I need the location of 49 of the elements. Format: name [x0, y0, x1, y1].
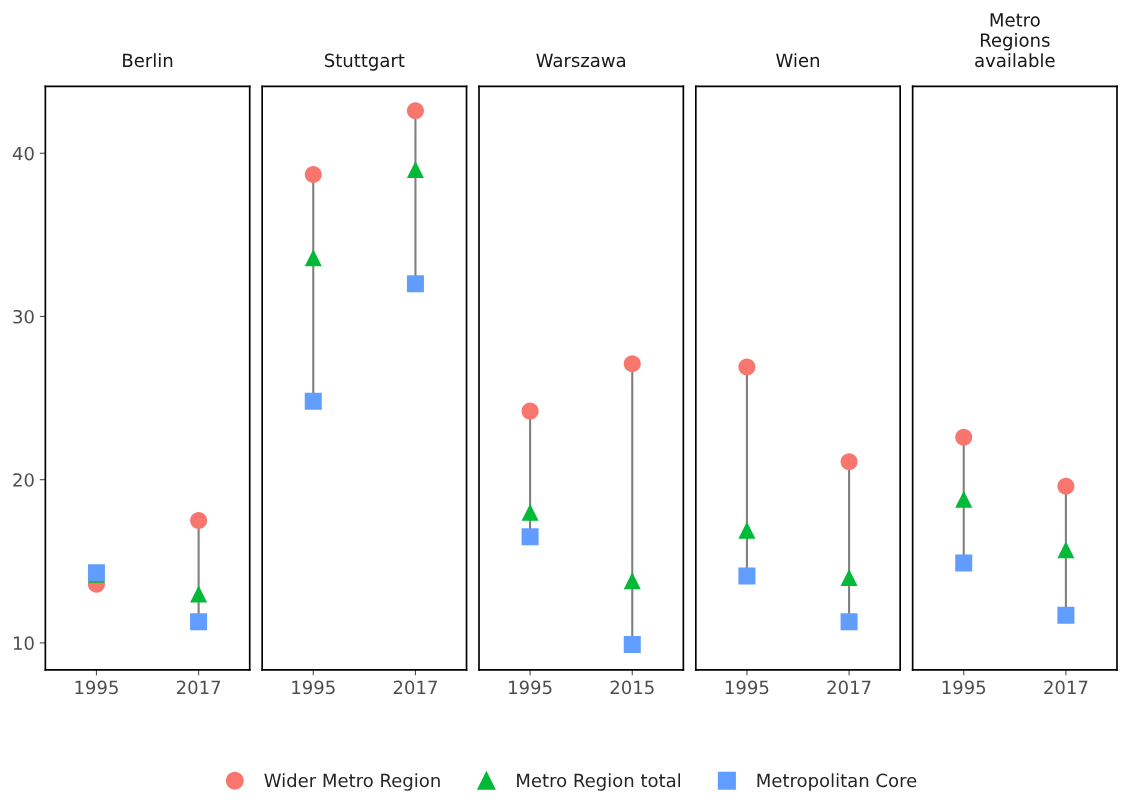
x-tick-label: 1995 — [75, 680, 118, 695]
chart-title: Metro Regions available — [975, 13, 1055, 68]
point — [190, 511, 208, 529]
point — [521, 503, 539, 521]
point — [406, 275, 424, 293]
point — [738, 358, 756, 376]
chart-title: Berlin — [123, 53, 173, 68]
legend-label: Metropolitan Core — [757, 773, 917, 791]
point — [521, 528, 539, 546]
point — [623, 636, 641, 654]
point — [623, 572, 641, 590]
point — [623, 355, 641, 373]
legend-label: Metro Region total — [517, 773, 681, 791]
y-tick-label: 20 — [13, 473, 34, 487]
point — [840, 453, 858, 471]
point — [1057, 606, 1075, 624]
point — [955, 428, 973, 446]
point — [840, 569, 858, 587]
point — [190, 585, 208, 603]
y-tick-label: 40 — [12, 146, 34, 161]
chart-title: Warszawa — [536, 53, 626, 68]
y-tick-label: 10 — [13, 636, 34, 650]
point — [955, 554, 973, 572]
x-tick-label: 2017 — [1044, 680, 1088, 695]
point — [190, 613, 208, 631]
chart-title: Wien — [776, 53, 819, 68]
point — [738, 521, 756, 539]
point — [406, 102, 424, 120]
point — [304, 392, 322, 410]
x-tick-label: 1995 — [509, 680, 552, 695]
point — [304, 165, 322, 183]
point — [1057, 541, 1075, 559]
x-tick-label: 2017 — [176, 680, 221, 695]
x-tick-label: 1995 — [725, 680, 769, 695]
x-tick-label: 2017 — [393, 680, 437, 695]
x-tick-label: 1995 — [942, 680, 986, 695]
chart-title: Stuttgart — [324, 53, 405, 71]
point — [1057, 477, 1075, 495]
x-tick-label: 2015 — [610, 680, 654, 695]
point — [738, 567, 756, 585]
legend-label: Wider Metro Region — [264, 773, 440, 791]
point — [521, 402, 539, 420]
x-tick-label: 2017 — [827, 680, 871, 695]
point — [840, 613, 858, 631]
point — [955, 490, 973, 508]
y-tick-label: 30 — [13, 309, 34, 324]
point — [406, 161, 424, 179]
x-tick-label: 1995 — [292, 680, 335, 695]
point — [304, 249, 322, 267]
